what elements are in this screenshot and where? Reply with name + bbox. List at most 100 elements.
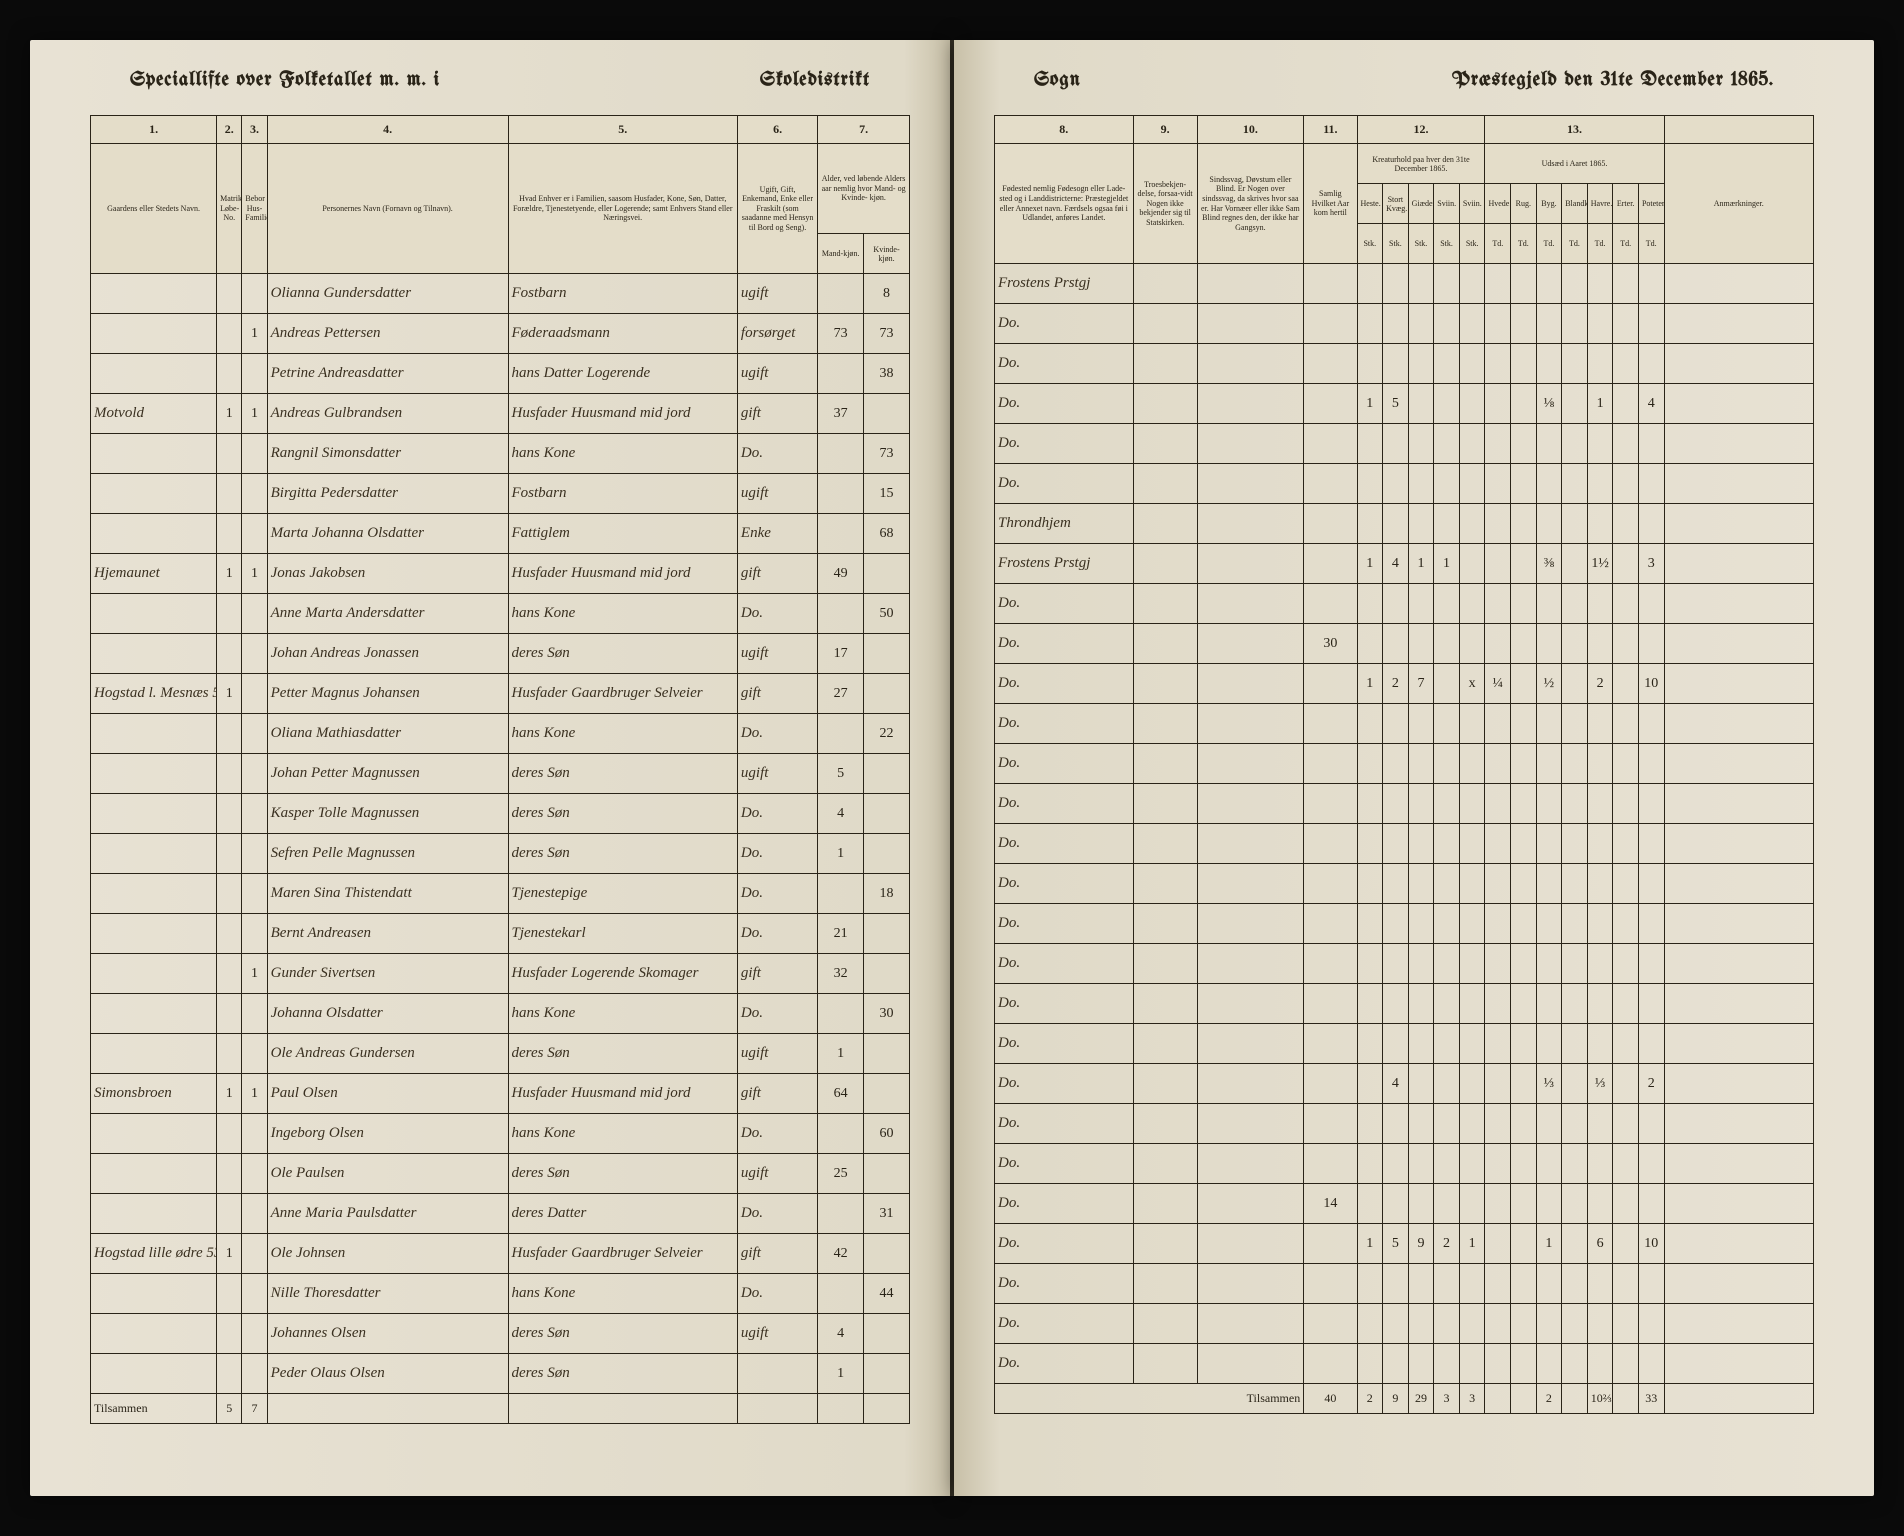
cell-livestock-2 (1408, 1024, 1434, 1064)
cell-name: Anne Maria Paulsdatter (267, 1194, 508, 1234)
cell-role: Tjenestekarl (508, 914, 737, 954)
table-row: Kasper Tolle Magnussenderes SønDo.4 (91, 794, 910, 834)
table-row: Peder Olaus Olsenderes Søn1 (91, 1354, 910, 1394)
cell-age-m: 73 (818, 314, 864, 354)
cell-remarks (1664, 1264, 1813, 1304)
cell-livestock-1 (1383, 1184, 1409, 1224)
cell-condition (1197, 1024, 1304, 1064)
cell-age-k (864, 834, 910, 874)
cell-status: Do. (737, 714, 817, 754)
cell-age-m: 49 (818, 554, 864, 594)
cell-year (1304, 464, 1357, 504)
cell-livestock-3 (1434, 1304, 1460, 1344)
cell-sowing-6 (1638, 584, 1664, 624)
cell-sowing-4 (1587, 904, 1613, 944)
cell-sowing-5 (1613, 584, 1639, 624)
cell-sowing-0 (1485, 424, 1511, 464)
cell-year (1304, 1144, 1357, 1184)
cell-name: Andreas Pettersen (267, 314, 508, 354)
table-row: Do. (995, 304, 1814, 344)
sub13-5: Erter. (1613, 184, 1639, 224)
cell-remarks (1664, 944, 1813, 984)
cell-sowing-0 (1485, 984, 1511, 1024)
cell-livestock-2 (1408, 464, 1434, 504)
cell-name: Johan Andreas Jonassen (267, 634, 508, 674)
cell-sowing-4: 2 (1587, 664, 1613, 704)
cell-livestock-2 (1408, 264, 1434, 304)
cell-sowing-0 (1485, 264, 1511, 304)
cell-year (1304, 664, 1357, 704)
cell-age-k (864, 634, 910, 674)
cell-birthplace: Do. (995, 824, 1134, 864)
cell-sowing-5 (1613, 1264, 1639, 1304)
cell-age-m (818, 514, 864, 554)
table-row: Do.15⅛14 (995, 384, 1814, 424)
cell-sowing-4 (1587, 984, 1613, 1024)
cell-n2: 1 (217, 674, 242, 714)
cell-sowing-2 (1536, 1344, 1562, 1384)
cell-n2: 1 (217, 1074, 242, 1114)
head-birthplace: Fødested nemlig Fødesogn eller Lade-sted… (995, 144, 1134, 264)
cell-gaard (91, 874, 217, 914)
cell-sowing-1 (1511, 784, 1537, 824)
cell-livestock-0 (1357, 1184, 1383, 1224)
cell-age-m: 4 (818, 1314, 864, 1354)
cell-sowing-1 (1511, 464, 1537, 504)
cell-sowing-1 (1511, 304, 1537, 344)
cell-livestock-2 (1408, 1264, 1434, 1304)
cell-age-m: 1 (818, 834, 864, 874)
cell-sowing-5 (1613, 1144, 1639, 1184)
cell-livestock-0 (1357, 424, 1383, 464)
cell-faith (1133, 1304, 1197, 1344)
cell-age-m: 42 (818, 1234, 864, 1274)
cell-sowing-5 (1613, 824, 1639, 864)
cell-gaard (91, 1114, 217, 1154)
cell-n3 (242, 1114, 267, 1154)
cell-condition (1197, 504, 1304, 544)
cell-status: ugift (737, 1034, 817, 1074)
cell-livestock-0: 1 (1357, 664, 1383, 704)
cell-role: deres Datter (508, 1194, 737, 1234)
cell-remarks (1664, 1024, 1813, 1064)
colnum-9: 9. (1133, 116, 1197, 144)
cell-birthplace: Do. (995, 704, 1134, 744)
cell-remarks (1664, 584, 1813, 624)
cell-sowing-3 (1562, 1224, 1588, 1264)
header-text-1: Speciallifte over Folketallet m. m. i (130, 70, 440, 91)
cell-age-m (818, 594, 864, 634)
cell-faith (1133, 944, 1197, 984)
colnum-5: 5. (508, 116, 737, 144)
cell-livestock-3 (1434, 624, 1460, 664)
cell-year (1304, 584, 1357, 624)
colnum-1: 1. (91, 116, 217, 144)
cell-gaard (91, 1154, 217, 1194)
right-page: Sogn Præstegjeld den 31te December 1865.… (954, 40, 1874, 1496)
cell-sowing-0 (1485, 1144, 1511, 1184)
cell-faith (1133, 1024, 1197, 1064)
cell-n3: 1 (242, 554, 267, 594)
cell-status: Do. (737, 834, 817, 874)
colnum-11: 11. (1304, 116, 1357, 144)
cell-livestock-4: 1 (1459, 1224, 1485, 1264)
cell-livestock-0 (1357, 1344, 1383, 1384)
cell-livestock-1: 5 (1383, 384, 1409, 424)
cell-sowing-3 (1562, 624, 1588, 664)
cell-sowing-1 (1511, 984, 1537, 1024)
cell-age-k (864, 1314, 910, 1354)
subhead-female: Kvinde-kjøn. (864, 234, 910, 274)
colnum-7: 7. (818, 116, 910, 144)
cell-sowing-2 (1536, 864, 1562, 904)
cell-condition (1197, 424, 1304, 464)
cell-n2 (217, 954, 242, 994)
table-row: Hogstad lille ødre 53a1Ole JohnsenHusfad… (91, 1234, 910, 1274)
cell-livestock-3 (1434, 584, 1460, 624)
cell-sowing-2 (1536, 304, 1562, 344)
cell-year (1304, 1104, 1357, 1144)
cell-livestock-2 (1408, 904, 1434, 944)
cell-status: gift (737, 1234, 817, 1274)
cell-livestock-4 (1459, 1304, 1485, 1344)
cell-n2 (217, 834, 242, 874)
cell-sowing-1 (1511, 904, 1537, 944)
cell-sowing-6 (1638, 1344, 1664, 1384)
cell-n2 (217, 1194, 242, 1234)
